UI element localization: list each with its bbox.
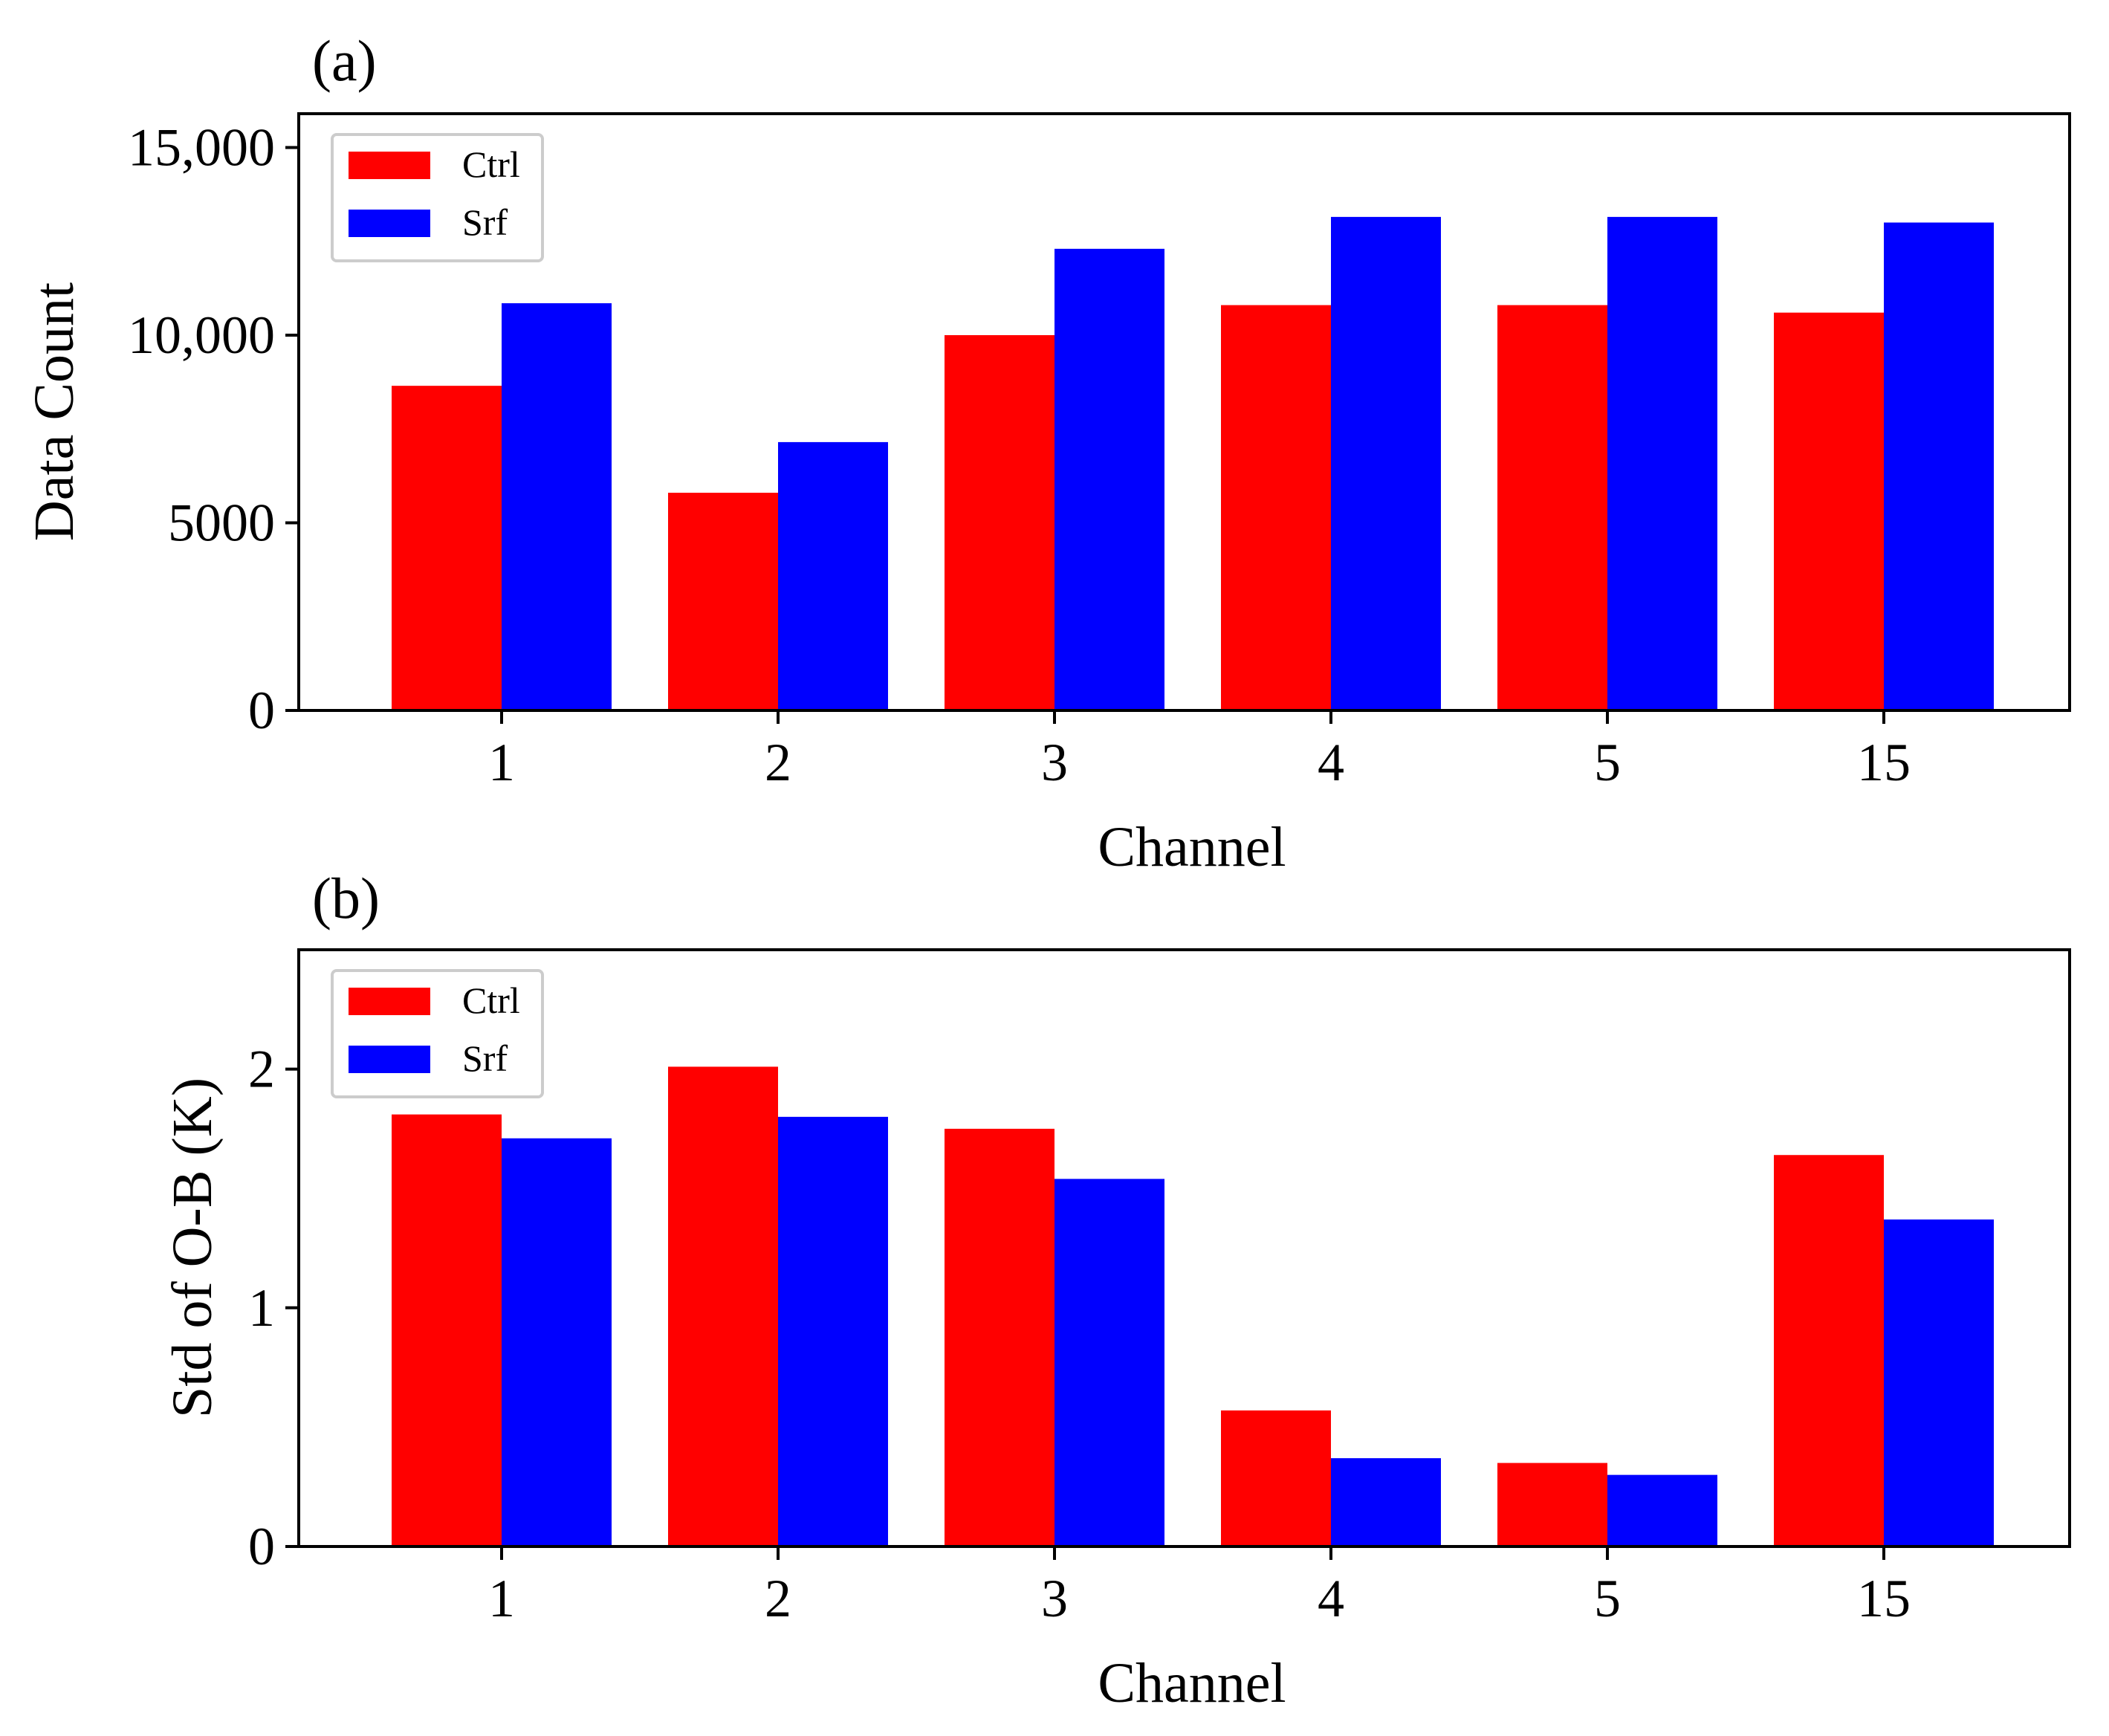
panel-b-legend-label-ctrl: Ctrl (462, 979, 520, 1021)
bar-srf-channel-3 (1054, 1179, 1164, 1546)
bar-ctrl-channel-15 (1774, 1155, 1884, 1546)
y-tick-label: 0 (248, 1517, 275, 1576)
panel-b-y-axis-title: Std of O-B (K) (161, 1078, 224, 1418)
bar-srf-channel-5 (1607, 1474, 1717, 1546)
bar-srf-channel-5 (1607, 216, 1717, 710)
bar-srf-channel-15 (1884, 1219, 1994, 1546)
bar-srf-channel-2 (778, 441, 888, 710)
x-tick-label: 3 (1041, 733, 1068, 792)
panel-b-bars (392, 1066, 1994, 1546)
panel-b-legend-label-srf: Srf (462, 1037, 508, 1079)
bar-ctrl-channel-5 (1497, 1463, 1607, 1546)
panel-a-y-axis-title: Data Count (23, 282, 85, 541)
panel-a-legend-swatch-srf (349, 210, 430, 237)
bar-srf-channel-1 (502, 303, 612, 710)
x-tick-label: 1 (488, 1569, 515, 1628)
bar-ctrl-channel-3 (945, 1128, 1054, 1546)
panel-a-y-axis: 0 5000 10,000 15,000 (128, 117, 299, 740)
y-tick-label: 5000 (168, 493, 275, 552)
x-tick-label: 4 (1318, 733, 1344, 792)
panel-a-legend: Ctrl Srf (331, 133, 544, 262)
panel-a-legend-label-ctrl: Ctrl (462, 143, 520, 185)
bar-srf-channel-4 (1331, 216, 1441, 710)
panel-a-legend-swatch-ctrl (349, 152, 430, 179)
x-tick-label: 3 (1041, 1569, 1068, 1628)
panel-b-legend: Ctrl Srf (331, 969, 544, 1098)
y-tick-label: 15,000 (128, 117, 275, 177)
y-tick-label: 1 (248, 1278, 275, 1338)
bar-ctrl-channel-2 (668, 493, 778, 710)
bar-ctrl-channel-4 (1221, 1410, 1331, 1546)
panel-b-legend-swatch-srf (349, 1046, 430, 1073)
bar-ctrl-channel-1 (392, 386, 502, 710)
bar-srf-channel-2 (778, 1116, 888, 1546)
panel-b-y-axis: 0 1 2 (248, 1040, 299, 1576)
bar-ctrl-channel-3 (945, 334, 1054, 710)
panel-b-x-axis: 1 2 3 4 5 15 (488, 1546, 1911, 1628)
x-tick-label: 2 (765, 1569, 791, 1628)
x-tick-label: 15 (1857, 1569, 1911, 1628)
bar-srf-channel-1 (502, 1138, 612, 1546)
bar-srf-channel-15 (1884, 222, 1994, 710)
bar-ctrl-channel-1 (392, 1114, 502, 1546)
x-tick-label: 1 (488, 733, 515, 792)
bar-srf-channel-4 (1331, 1458, 1441, 1546)
panel-b-axes-frame (297, 948, 2071, 1548)
bar-ctrl-channel-2 (668, 1066, 778, 1546)
panel-b-std-ob: (b) 0 1 2 1 2 3 4 5 15 Channel Std of O-B (K) C… (161, 866, 2071, 1714)
y-tick-label: 2 (248, 1040, 275, 1099)
x-tick-label: 2 (765, 733, 791, 792)
x-tick-label: 5 (1594, 733, 1621, 792)
bar-ctrl-channel-15 (1774, 312, 1884, 711)
panel-a-data-count: (a) 0 5000 10,000 15,000 1 2 3 4 5 15 Channel Da… (23, 28, 2071, 878)
bar-ctrl-channel-5 (1497, 305, 1607, 710)
panel-a-legend-label-srf: Srf (462, 201, 508, 243)
bar-ctrl-channel-4 (1221, 305, 1331, 710)
x-tick-label: 15 (1857, 733, 1911, 792)
y-tick-label: 10,000 (128, 305, 275, 365)
panel-b-label: (b) (312, 866, 380, 930)
panel-b-legend-swatch-ctrl (349, 988, 430, 1015)
panel-a-label: (a) (312, 28, 377, 93)
panel-a-x-axis-title: Channel (1098, 816, 1286, 878)
panel-a-x-axis: 1 2 3 4 5 15 (488, 710, 1911, 792)
x-tick-label: 4 (1318, 1569, 1344, 1628)
panel-a-bars (392, 216, 1994, 711)
panel-a-axes-frame (297, 112, 2071, 712)
panel-b-x-axis-title: Channel (1098, 1652, 1286, 1714)
bar-srf-channel-3 (1054, 248, 1164, 711)
x-tick-label: 5 (1594, 1569, 1621, 1628)
y-tick-label: 0 (248, 681, 275, 740)
